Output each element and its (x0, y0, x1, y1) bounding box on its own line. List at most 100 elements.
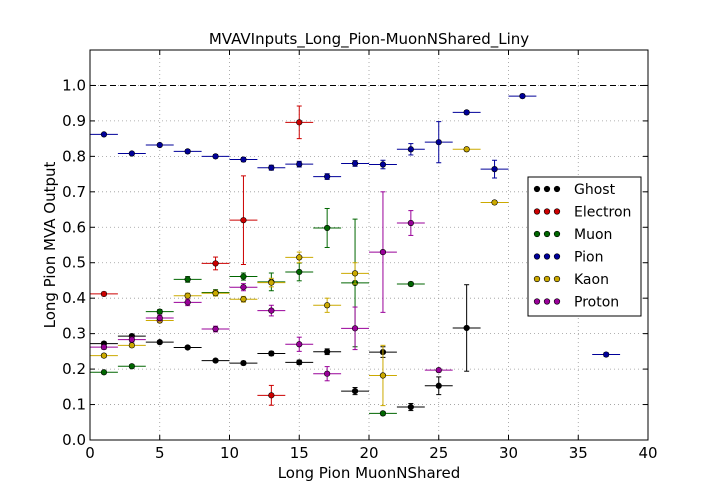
data-point (463, 146, 470, 153)
data-point (407, 146, 414, 153)
y-tick-label: 1.0 (62, 76, 86, 94)
data-point (491, 199, 498, 206)
series-electron (90, 105, 314, 406)
data-point (268, 164, 275, 171)
legend-label: Ghost (574, 182, 616, 198)
data-point (240, 284, 247, 291)
data-point (240, 296, 247, 303)
y-tick-label: 0.6 (62, 218, 86, 236)
axis-ticks: 0 5 10 15 20 25 30 35 40 0.0 0.1 0.2 0.3 0.4 0.5 0.6 0.7… (62, 50, 658, 462)
data-point (603, 351, 610, 358)
data-point (324, 302, 331, 309)
data-point (296, 119, 303, 126)
data-point (324, 173, 331, 180)
data-point (212, 153, 219, 160)
legend-label: Muon (574, 227, 612, 243)
data-point (351, 270, 359, 277)
data-point (519, 92, 526, 100)
x-tick-label: 40 (638, 444, 657, 462)
legend-marker (543, 298, 551, 305)
data-point (156, 314, 163, 322)
data-point (156, 141, 163, 149)
data-point (407, 219, 414, 227)
legend-label: Kaon (574, 272, 609, 288)
data-point (212, 290, 219, 297)
data-point (463, 324, 470, 332)
data-point (296, 268, 303, 276)
legend-marker (553, 298, 561, 305)
legend-marker (543, 185, 551, 193)
data-point (268, 392, 275, 399)
data-point (100, 369, 108, 376)
data-point (100, 290, 108, 298)
data-point (351, 325, 359, 332)
data-point (100, 352, 108, 359)
data-point (296, 341, 303, 348)
data-point (296, 254, 303, 261)
series-proton (90, 191, 453, 382)
data-point (240, 359, 247, 367)
data-point (379, 372, 387, 379)
legend-marker (543, 275, 551, 283)
legend-label: Proton (574, 295, 619, 311)
x-tick-label: 15 (290, 444, 309, 462)
data-point (184, 299, 191, 306)
x-tick-label: 30 (499, 444, 518, 462)
legend-marker (553, 185, 561, 193)
legend-marker (543, 230, 551, 238)
legend-marker (533, 185, 541, 193)
x-tick-label: 20 (359, 444, 378, 462)
data-point (379, 248, 387, 256)
legend-label: Electron (574, 205, 631, 221)
legend-item-ghost: Ghost (533, 182, 616, 198)
data-point (212, 260, 219, 267)
legend-marker (533, 208, 541, 215)
legend-marker (543, 208, 551, 215)
data-point (184, 292, 191, 299)
legend-item-muon: Muon (533, 227, 612, 243)
data-point (268, 307, 275, 314)
data-point (351, 387, 359, 395)
series-group (90, 92, 621, 417)
data-point (324, 370, 331, 377)
x-tick-label: 35 (569, 444, 588, 462)
legend-marker (553, 208, 561, 215)
x-tick-label: 10 (220, 444, 239, 462)
y-tick-label: 0.7 (62, 183, 86, 201)
legend-item-kaon: Kaon (533, 272, 609, 288)
data-point (212, 325, 219, 333)
legend-item-pion: Pion (533, 250, 603, 266)
legend-marker (533, 253, 541, 260)
data-point (184, 148, 191, 155)
legend-marker (533, 230, 541, 238)
y-axis-label: Long Pion MVA Output (41, 161, 59, 328)
data-point (407, 280, 414, 288)
y-tick-label: 0.3 (62, 325, 86, 343)
data-point (491, 166, 498, 173)
x-tick-label: 5 (155, 444, 165, 462)
x-axis-label: Long Pion MuonNShared (278, 464, 461, 482)
data-point (435, 382, 442, 389)
data-point (379, 161, 387, 168)
series-ghost (90, 284, 481, 412)
y-tick-label: 0.0 (62, 431, 86, 449)
data-point (100, 344, 108, 351)
y-tick-label: 0.8 (62, 147, 86, 165)
data-point (156, 339, 163, 346)
x-tick-label: 0 (85, 444, 95, 462)
legend-marker (543, 253, 551, 260)
y-tick-label: 0.1 (62, 396, 86, 414)
legend-marker (553, 230, 561, 238)
data-point (128, 336, 135, 343)
data-point (240, 217, 247, 224)
legend-marker (553, 275, 561, 283)
x-tick-label: 25 (429, 444, 448, 462)
data-point (184, 344, 191, 351)
legend-label: Pion (574, 250, 603, 266)
data-point (268, 279, 275, 286)
data-point (240, 273, 247, 280)
data-point (324, 224, 331, 232)
legend-marker (553, 253, 561, 260)
y-tick-label: 0.4 (62, 289, 86, 307)
